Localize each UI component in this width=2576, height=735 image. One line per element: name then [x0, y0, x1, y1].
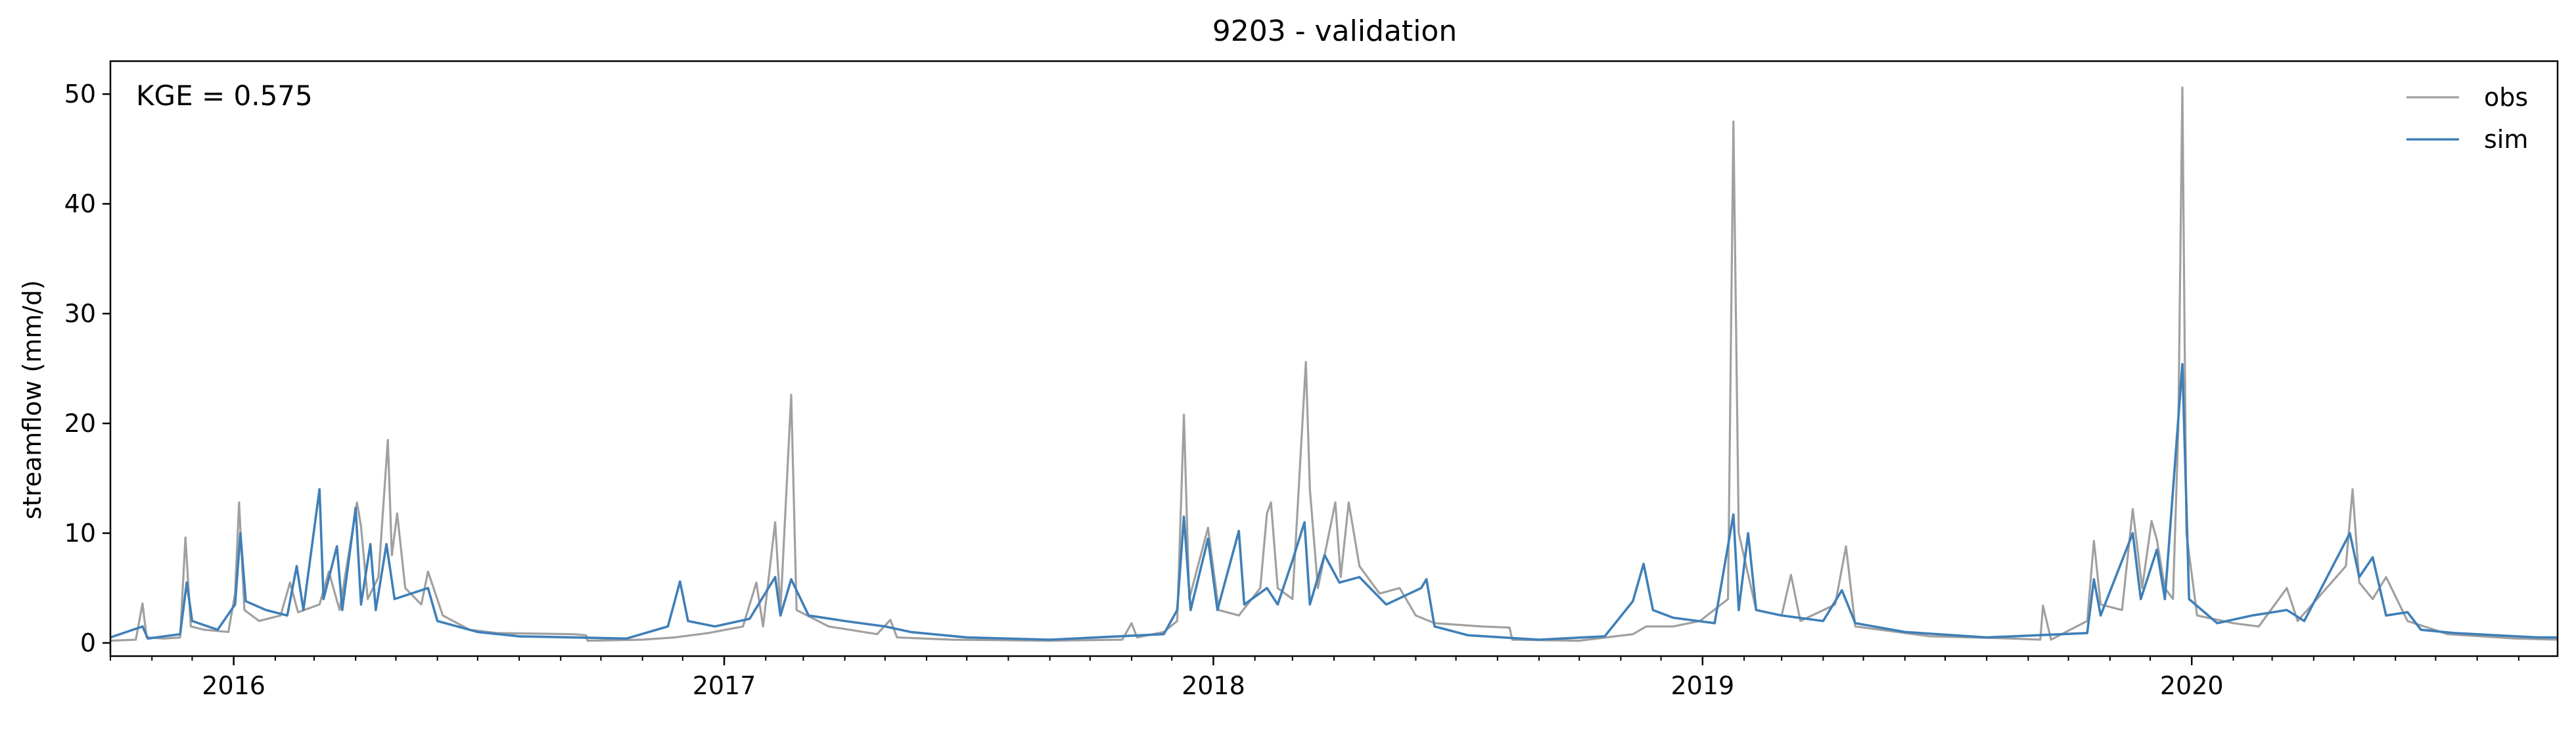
legend-label-sim: sim — [2484, 125, 2528, 154]
x-tick-label: 2020 — [2160, 671, 2224, 700]
plot-frame — [109, 60, 2559, 657]
x-tick-label: 2019 — [1670, 671, 1734, 700]
series-line-sim — [110, 363, 2558, 641]
y-tick-label: 40 — [64, 189, 96, 218]
kge-annotation: KGE = 0.575 — [136, 80, 313, 112]
x-tick-label: 2017 — [693, 671, 756, 700]
y-tick-label: 30 — [64, 299, 96, 328]
legend-label-obs: obs — [2484, 83, 2528, 112]
x-tick-label: 2018 — [1182, 671, 1245, 700]
x-tick-label: 2016 — [202, 671, 265, 700]
y-tick-label: 50 — [64, 80, 96, 108]
y-axis: 0 10 20 30 40 50 — [64, 80, 110, 657]
y-tick-label: 20 — [64, 409, 96, 438]
y-tick-label: 0 — [80, 628, 96, 657]
series-line-obs — [110, 86, 2558, 642]
chart-title: 9203 - validation — [1212, 14, 1457, 48]
legend: obs sim — [2406, 83, 2528, 154]
y-tick-label: 10 — [64, 519, 96, 548]
series-layer — [110, 86, 2558, 642]
y-axis-label: streamflow (mm/d) — [18, 280, 47, 519]
x-axis: 2016 2017 2018 2019 2020 — [110, 656, 2519, 700]
